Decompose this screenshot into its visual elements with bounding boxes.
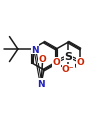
Text: O: O <box>52 58 60 66</box>
Text: O: O <box>76 58 83 66</box>
Text: N: N <box>37 79 44 88</box>
Text: N: N <box>31 45 38 54</box>
Text: O⁻: O⁻ <box>61 64 74 73</box>
Text: O: O <box>39 54 46 63</box>
Text: S: S <box>64 52 72 61</box>
